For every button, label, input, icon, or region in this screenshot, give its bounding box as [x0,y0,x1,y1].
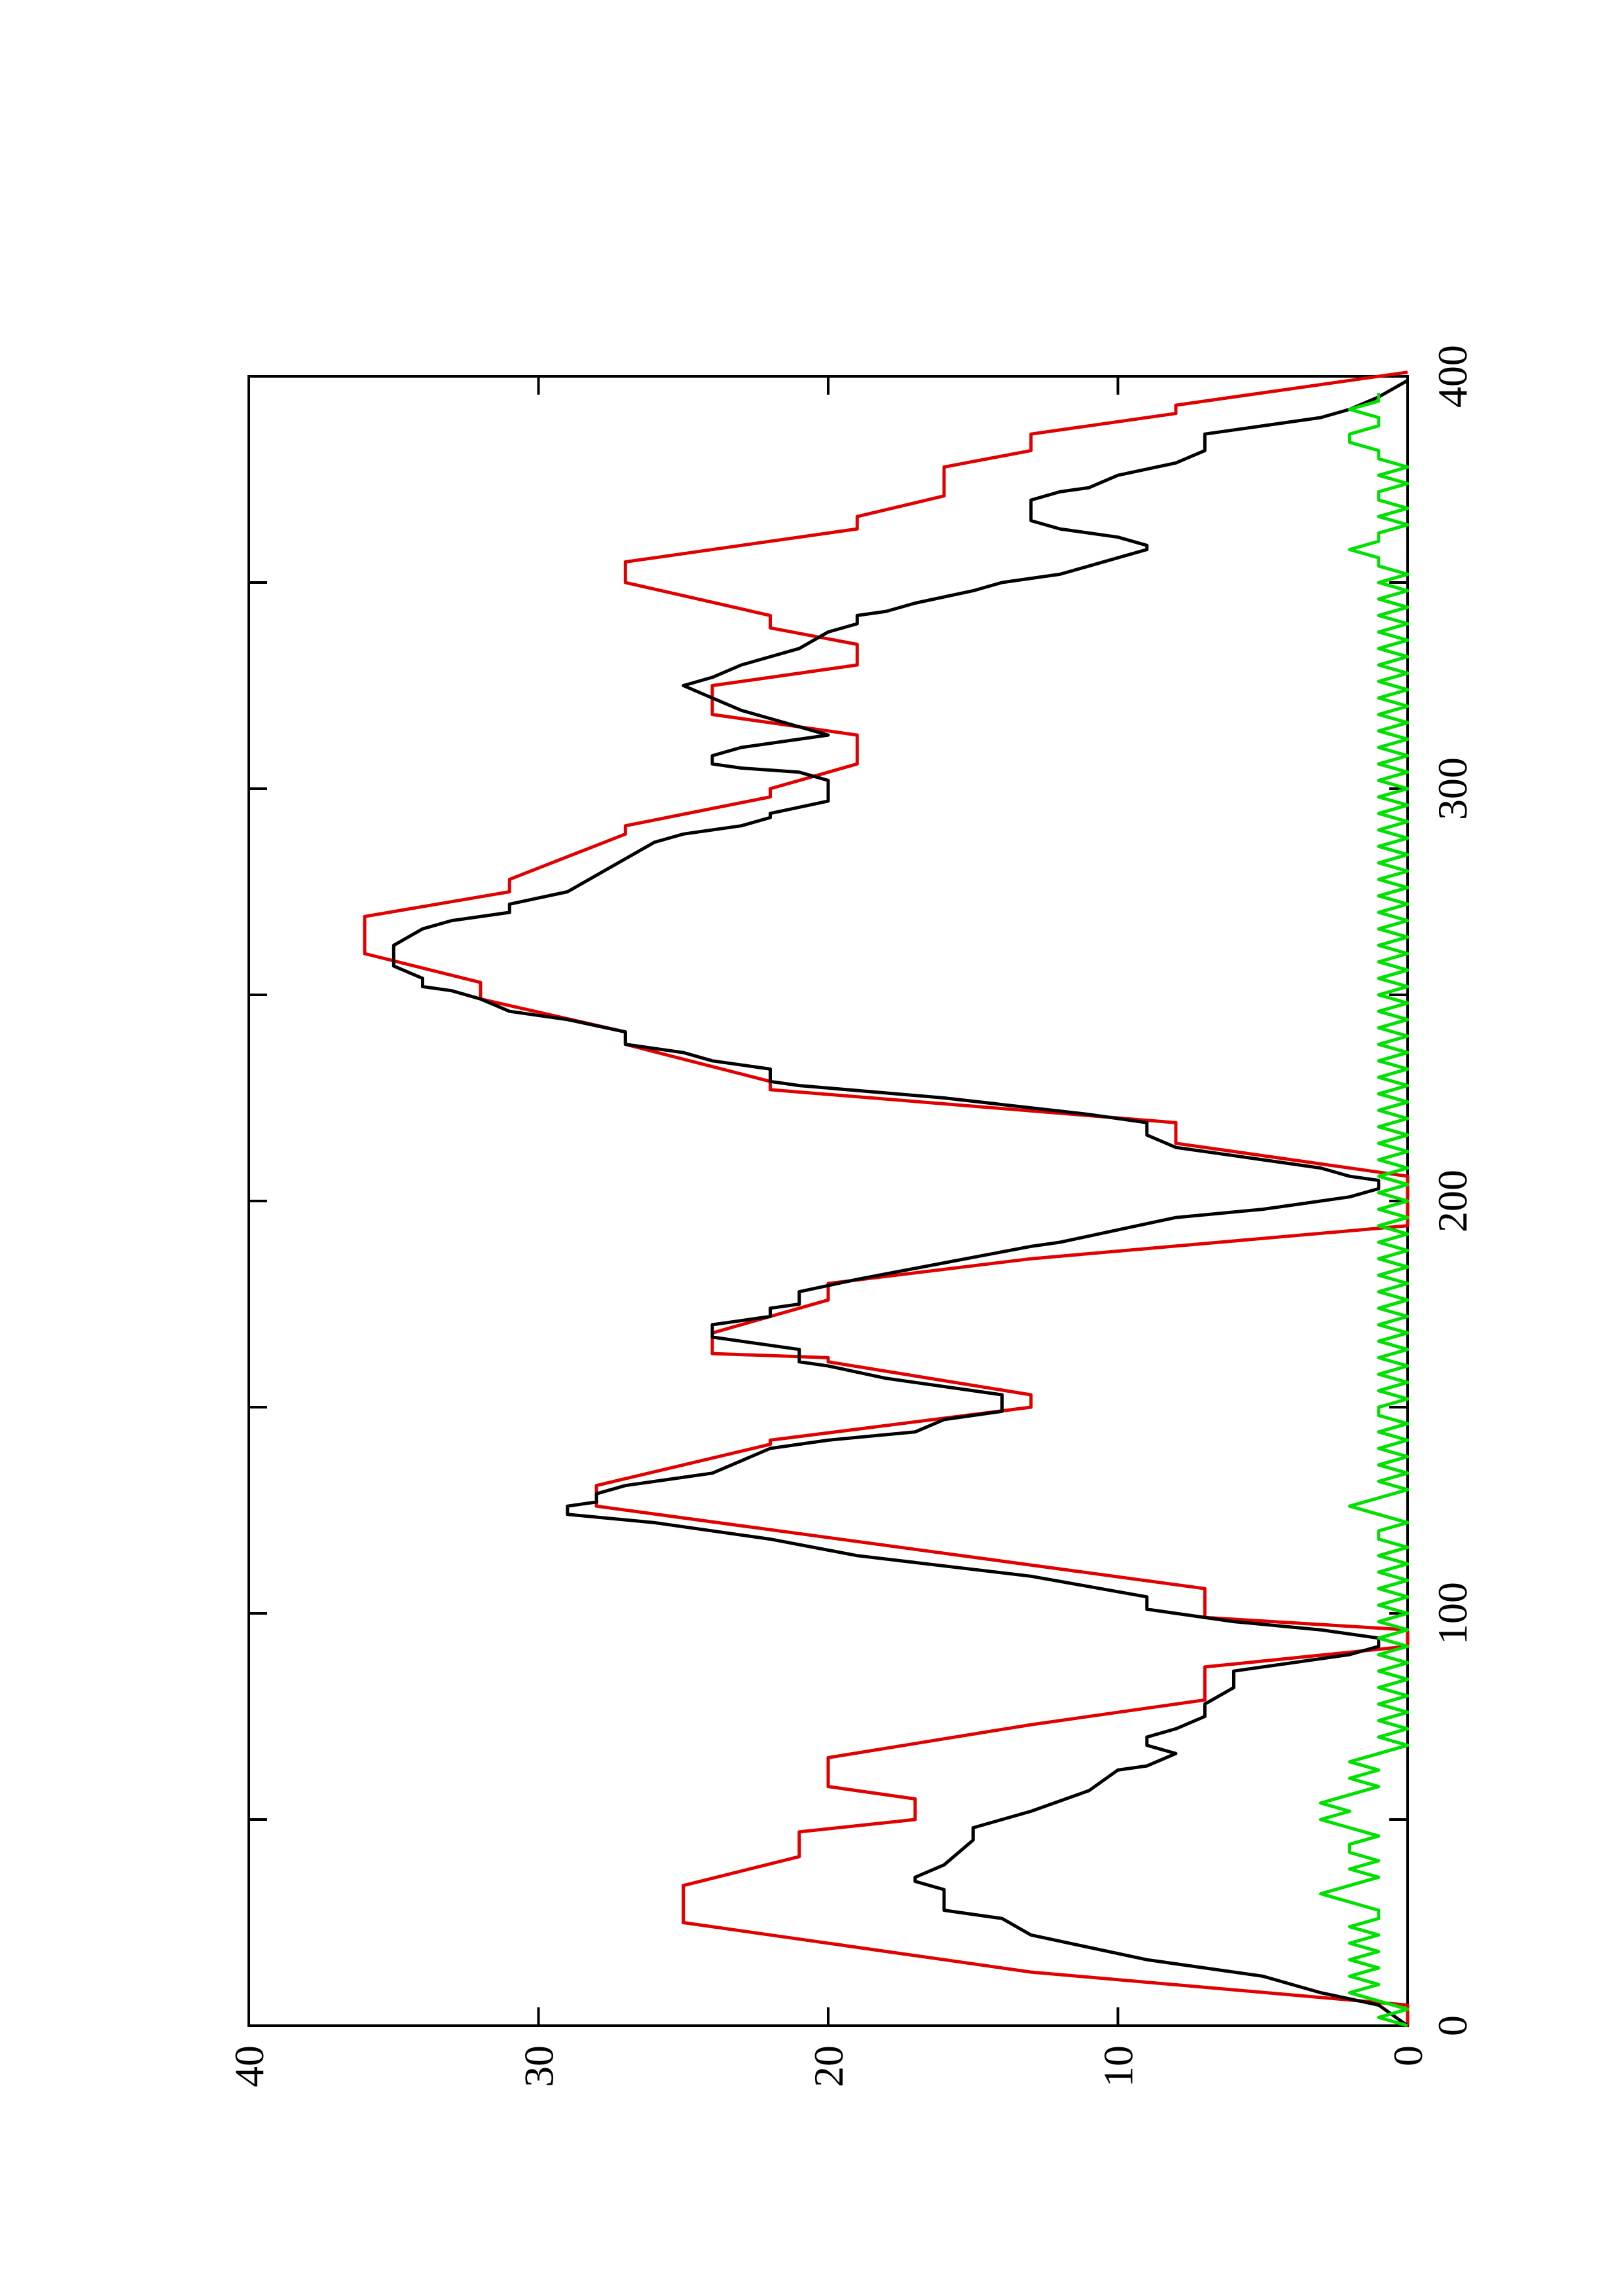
x-tick-label: 400 [1429,345,1476,408]
series-group [363,370,1410,2028]
black-series-line [392,379,1409,2028]
y-tick-label: 0 [1385,2045,1431,2066]
y-tick-label: 20 [805,2045,852,2087]
x-tick-label: 100 [1429,1582,1476,1645]
x-tick-label: 200 [1429,1170,1476,1232]
red-series-line [363,370,1410,2026]
tick-labels: 0 100 200 300 400 0 10 20 30 40 [226,345,1476,2087]
y-tick-label: 10 [1095,2045,1142,2087]
x-tick-label: 300 [1429,757,1476,820]
y-tick-label: 30 [516,2045,562,2087]
y-tick-label: 40 [226,2045,272,2087]
x-tick-label: 0 [1429,2015,1476,2036]
green-series-line [1319,393,1410,2028]
